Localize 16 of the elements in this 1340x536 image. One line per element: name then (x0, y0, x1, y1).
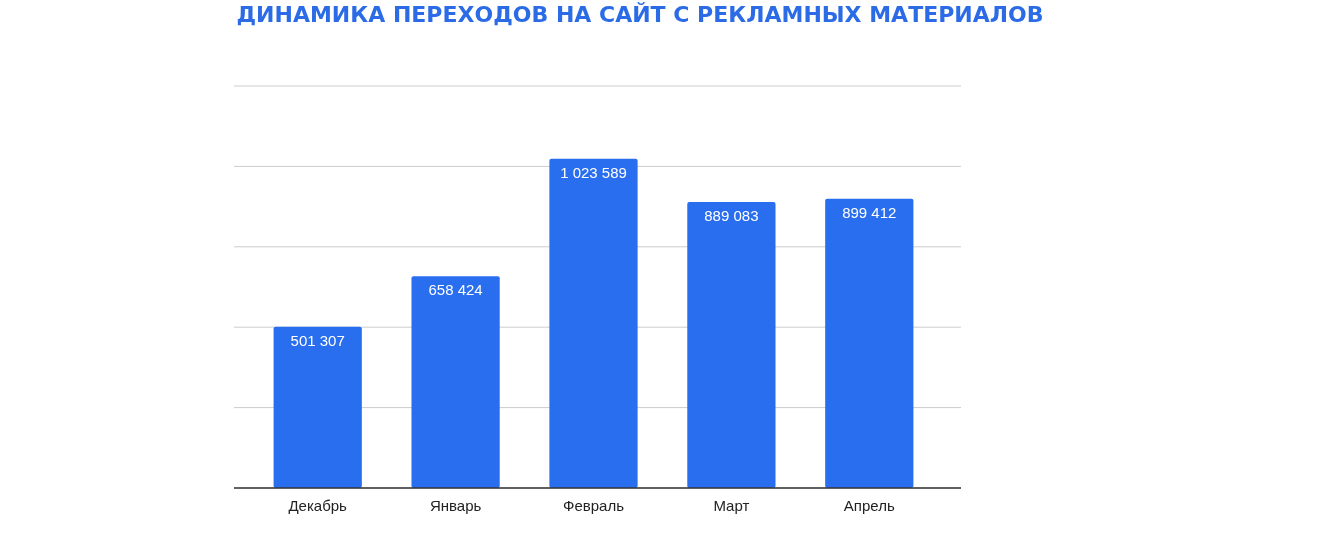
data-label: 658 424 (428, 281, 483, 299)
data-label: 889 083 (704, 207, 759, 225)
bar (549, 158, 638, 488)
x-tick-label: Январь (429, 497, 482, 514)
bar (687, 202, 776, 488)
chart-title: ДИНАМИКА ПЕРЕХОДОВ НА САЙТ С РЕКЛАМНЫХ МАТЕРИАЛОВ (236, 2, 1044, 27)
data-label: 1 023 589 (560, 163, 627, 181)
x-tick-label: Февраль (563, 497, 625, 514)
x-tick-label: Декабрь (288, 497, 348, 514)
x-tick-label: Апрель (843, 497, 895, 514)
data-label: 899 412 (842, 203, 897, 221)
x-tick-label: Март (713, 497, 750, 514)
data-label: 501 307 (290, 331, 345, 349)
bar (825, 198, 914, 488)
bar (273, 326, 362, 488)
bar (411, 276, 500, 488)
